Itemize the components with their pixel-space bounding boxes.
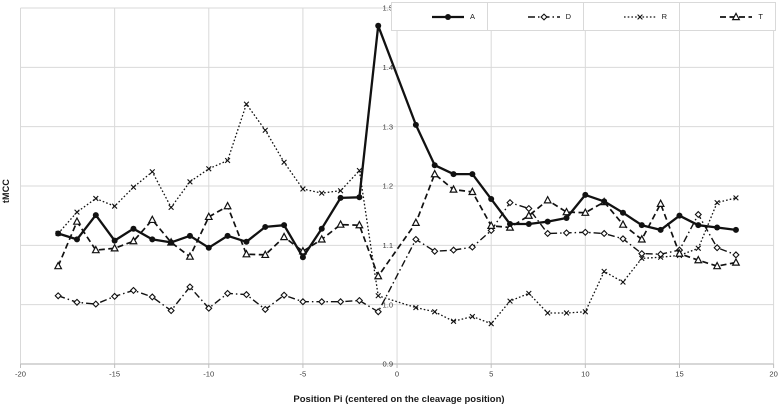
- series-T: [53, 169, 741, 280]
- svg-text:1.0: 1.0: [382, 300, 393, 309]
- legend-line-sample-D: [527, 12, 560, 21]
- legend-line-sample-A: [431, 13, 464, 20]
- legend-item-R: R: [583, 2, 680, 31]
- series-A-markers: [55, 22, 739, 261]
- legend-item-T: T: [679, 2, 776, 31]
- x-axis-labels: -20 -15 -10 -5 0 5 10 15 20: [15, 370, 778, 379]
- series-A: [55, 22, 739, 261]
- legend-label-D: D: [565, 12, 571, 21]
- svg-text:0: 0: [395, 370, 399, 379]
- legend-label-A: A: [469, 12, 475, 21]
- series-T-markers: [53, 169, 741, 280]
- x-axis: [20, 363, 775, 368]
- series-R: [55, 101, 739, 327]
- svg-text:1.3: 1.3: [382, 122, 393, 131]
- x-axis-title: Position Pi (centered on the cleavage po…: [293, 394, 505, 405]
- svg-text:15: 15: [675, 370, 683, 379]
- series-D-markers: [54, 198, 740, 316]
- svg-text:-20: -20: [15, 370, 26, 379]
- legend-line-sample-R: [623, 13, 656, 20]
- y-axis-title: tMCC: [1, 178, 11, 204]
- y-axis-labels: 0.9 1.0 1.1 1.2 1.3 1.4 1.5: [382, 4, 393, 369]
- svg-text:10: 10: [581, 370, 589, 379]
- svg-text:1.1: 1.1: [382, 241, 393, 250]
- legend-item-D: D: [487, 2, 584, 31]
- legend-item-A: A: [391, 2, 488, 31]
- series-R-markers: [55, 101, 739, 327]
- legend-label-R: R: [661, 12, 667, 21]
- svg-text:1.4: 1.4: [382, 63, 393, 72]
- svg-text:1.5: 1.5: [382, 4, 393, 13]
- svg-text:5: 5: [489, 370, 493, 379]
- svg-text:-10: -10: [203, 370, 214, 379]
- svg-text:-5: -5: [300, 370, 307, 379]
- series-D: [54, 198, 740, 316]
- svg-text:20: 20: [769, 370, 777, 379]
- legend-label-T: T: [758, 12, 763, 21]
- svg-text:1.2: 1.2: [382, 182, 393, 191]
- gridlines: [20, 7, 775, 365]
- svg-text:-15: -15: [109, 370, 120, 379]
- legend-line-sample-T: [720, 11, 753, 20]
- svg-text:0.9: 0.9: [382, 360, 393, 369]
